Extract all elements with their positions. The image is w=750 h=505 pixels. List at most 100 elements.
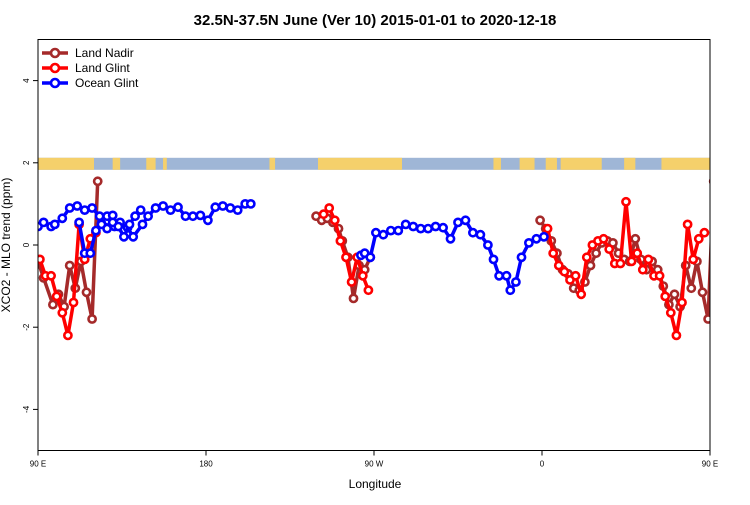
data-point [576, 289, 587, 300]
chart-title: 32.5N-37.5N June (Ver 10) 2015-01-01 to … [194, 12, 557, 29]
data-point [445, 233, 456, 244]
land-strip-segment [163, 157, 167, 170]
data-point [38, 254, 45, 265]
data-point [64, 203, 75, 213]
data-point [591, 248, 601, 259]
data-point [357, 270, 368, 281]
legend-marker [49, 77, 61, 89]
data-point [137, 219, 148, 230]
data-point [501, 270, 512, 281]
data-point [693, 233, 704, 244]
data-point [341, 252, 351, 263]
legend-item: Land Nadir [42, 46, 134, 60]
data-point [604, 244, 615, 254]
data-point [124, 219, 135, 230]
y-tick-label: 2 [22, 160, 31, 165]
legend-marker [49, 47, 61, 59]
data-point [688, 254, 699, 265]
data-point [318, 209, 329, 220]
x-tick-label: 90 W [365, 460, 384, 469]
data-point [72, 201, 83, 211]
data-point [346, 277, 357, 287]
data-point [173, 202, 183, 213]
data-point [365, 252, 376, 263]
data-point [637, 264, 648, 275]
data-point [482, 240, 493, 250]
x-tick-label: 0 [540, 460, 545, 469]
data-point [210, 202, 221, 213]
data-point [531, 233, 542, 244]
data-point [187, 211, 198, 222]
data-point [665, 307, 676, 318]
land-strip-segment [545, 157, 557, 170]
data-point [539, 231, 549, 242]
y-tick-label: 0 [22, 242, 31, 247]
data-point [581, 252, 592, 263]
legend-marker [49, 62, 61, 74]
data-point [92, 176, 103, 187]
data-point [393, 225, 404, 236]
data-point [408, 221, 419, 232]
data-point [195, 210, 206, 221]
y-axis-label: XCO2 - MLO trend (ppm) [0, 178, 13, 313]
data-point [423, 223, 433, 234]
x-tick-label: 90 E [30, 460, 46, 469]
data-point [400, 219, 411, 230]
data-point [217, 201, 228, 211]
data-point [81, 287, 92, 298]
land-strip-segment [661, 157, 710, 170]
land-strip-segment [146, 157, 156, 170]
data-point [671, 330, 682, 341]
data-point [48, 299, 58, 310]
data-point [511, 277, 521, 287]
data-point [626, 256, 637, 267]
y-tick-label: -4 [22, 405, 31, 413]
data-point [232, 205, 243, 215]
legend-item: Land Glint [42, 61, 130, 75]
data-point [682, 219, 693, 230]
data-point [57, 213, 68, 224]
data-point [91, 225, 101, 236]
data-point [119, 231, 129, 242]
data-point [460, 215, 471, 226]
data-point [385, 225, 396, 236]
data-point [150, 203, 161, 213]
data-point [51, 291, 62, 302]
series-ocean-glint [38, 198, 549, 296]
land-strip-segment [38, 157, 94, 170]
data-point [57, 307, 68, 318]
data-point [135, 205, 146, 215]
data-point [475, 229, 486, 240]
land-strip-segment [269, 157, 276, 170]
data-point [699, 227, 710, 238]
data-point [85, 248, 96, 259]
data-point [245, 198, 256, 209]
data-point [87, 203, 97, 213]
legend-label: Land Nadir [75, 46, 134, 60]
data-point [660, 291, 671, 302]
data-point [453, 217, 463, 228]
land-strip-segment [493, 157, 501, 170]
data-point [165, 205, 176, 215]
data-point [516, 252, 527, 263]
series-land-nadir [38, 176, 710, 324]
series-line [545, 200, 706, 338]
data-point [553, 260, 564, 271]
data-point [467, 227, 478, 238]
data-point [708, 178, 710, 185]
x-axis-label: Longitude [349, 477, 402, 491]
data-point [697, 287, 708, 298]
data-point [643, 254, 654, 265]
data-point [505, 285, 516, 296]
legend-item: Ocean Glint [42, 76, 139, 90]
x-tick-label: 90 E [702, 460, 718, 469]
data-point [113, 221, 124, 232]
data-point [143, 211, 153, 222]
data-point [630, 233, 641, 244]
data-point [49, 219, 60, 230]
data-point [542, 223, 553, 234]
data-point [669, 289, 680, 300]
data-point [94, 211, 105, 222]
